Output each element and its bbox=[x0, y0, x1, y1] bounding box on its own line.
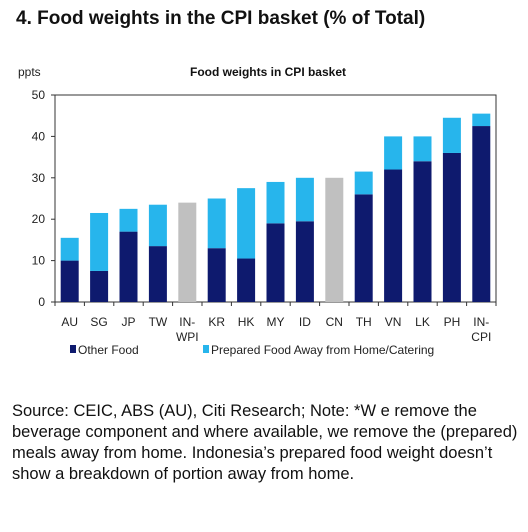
y-axis-label: ppts bbox=[18, 65, 41, 79]
y-tick-label: 0 bbox=[38, 295, 45, 309]
bar-prepared-food bbox=[295, 177, 314, 222]
bar-other-food bbox=[442, 152, 461, 302]
y-axis: 0 10 20 30 40 50 bbox=[32, 88, 55, 309]
chart-title: Food weights in CPI basket bbox=[190, 65, 346, 79]
x-tick-label: CN bbox=[326, 315, 343, 329]
bar-prepared-food bbox=[207, 198, 226, 249]
legend: Other Food Prepared Food Away from Home/C… bbox=[70, 343, 434, 357]
x-tick-label: JP bbox=[121, 315, 135, 329]
legend-swatch bbox=[203, 345, 209, 353]
bar-prepared-food bbox=[266, 181, 285, 224]
x-tick-label: IN- bbox=[179, 315, 195, 329]
legend-swatch bbox=[70, 345, 76, 353]
x-tick-label: PH bbox=[444, 315, 461, 329]
bar-other-food bbox=[60, 260, 79, 302]
x-tick-label: TW bbox=[149, 315, 168, 329]
bars bbox=[60, 113, 491, 302]
bar-prepared-food bbox=[237, 188, 256, 259]
x-tick-label: IN- bbox=[473, 315, 489, 329]
bar-prepared-food bbox=[354, 171, 373, 195]
legend-label: Other Food bbox=[78, 343, 139, 357]
x-tick-label: SG bbox=[90, 315, 107, 329]
bar-prepared-food bbox=[384, 136, 403, 170]
y-tick-label: 20 bbox=[32, 212, 46, 226]
legend-label: Prepared Food Away from Home/Catering bbox=[211, 343, 434, 357]
y-tick-label: 40 bbox=[32, 129, 46, 143]
bar-prepared-food bbox=[90, 212, 109, 271]
source-note: Source: CEIC, ABS (AU), Citi Research; N… bbox=[12, 402, 518, 483]
bar-other-food bbox=[384, 169, 403, 302]
y-tick-label: 50 bbox=[32, 88, 46, 102]
bar-prepared-food bbox=[60, 237, 79, 261]
x-tick-label: AU bbox=[61, 315, 78, 329]
x-tick-label: MY bbox=[267, 315, 285, 329]
x-tick-label: ID bbox=[299, 315, 311, 329]
bar-total-only bbox=[178, 202, 197, 302]
bar-prepared-food bbox=[472, 113, 491, 127]
x-tick-label: TH bbox=[356, 315, 372, 329]
x-tick-label: KR bbox=[208, 315, 225, 329]
x-tick-label: LK bbox=[415, 315, 430, 329]
bar-other-food bbox=[354, 194, 373, 302]
bar-other-food bbox=[237, 258, 256, 302]
bar-other-food bbox=[90, 270, 109, 302]
bar-prepared-food bbox=[442, 117, 461, 153]
bar-prepared-food bbox=[119, 208, 138, 232]
x-tick-label: CPI bbox=[471, 330, 491, 344]
x-tick-label: WPI bbox=[176, 330, 199, 344]
figure-heading: 4. Food weights in the CPI basket (% of … bbox=[16, 8, 426, 29]
y-tick-label: 10 bbox=[32, 254, 46, 268]
x-tick-label: VN bbox=[385, 315, 402, 329]
bar-other-food bbox=[413, 161, 432, 302]
bar-prepared-food bbox=[148, 204, 167, 247]
bar-other-food bbox=[472, 126, 491, 302]
x-tick-label: HK bbox=[238, 315, 255, 329]
bar-other-food bbox=[295, 221, 314, 302]
y-tick-label: 30 bbox=[32, 171, 46, 185]
bar-other-food bbox=[266, 223, 285, 302]
bar-prepared-food bbox=[413, 136, 432, 162]
bar-other-food bbox=[119, 231, 138, 302]
bar-total-only bbox=[325, 177, 344, 302]
bar-other-food bbox=[207, 248, 226, 302]
food-weights-chart: Food weights in CPI basket ppts 0 10 20 30 4… bbox=[18, 65, 497, 357]
bar-other-food bbox=[148, 246, 167, 302]
